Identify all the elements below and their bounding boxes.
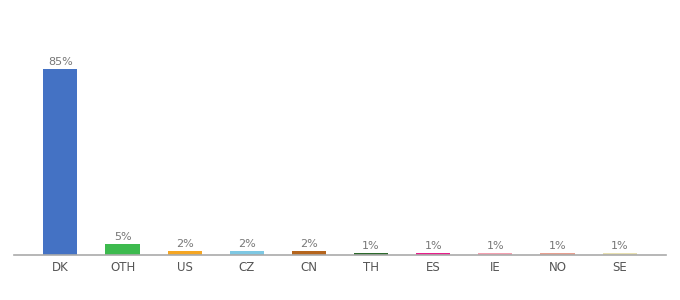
Bar [541,253,575,255]
Bar [167,250,202,255]
Bar [478,253,513,255]
Bar [230,250,264,255]
Text: 1%: 1% [362,241,380,251]
Text: 2%: 2% [175,239,194,249]
Bar [354,253,388,255]
Text: 1%: 1% [424,241,442,251]
Text: 1%: 1% [611,241,628,251]
Text: 85%: 85% [48,57,73,67]
Text: 2%: 2% [238,239,256,249]
Text: 5%: 5% [114,232,131,242]
Bar [105,244,139,255]
Bar [292,250,326,255]
Bar [44,69,78,255]
Bar [602,253,636,255]
Text: 1%: 1% [487,241,504,251]
Text: 1%: 1% [549,241,566,251]
Text: 2%: 2% [300,239,318,249]
Bar [416,253,450,255]
